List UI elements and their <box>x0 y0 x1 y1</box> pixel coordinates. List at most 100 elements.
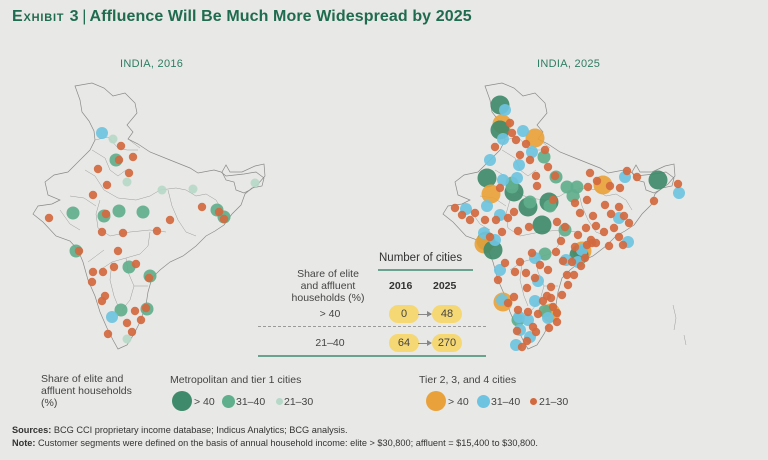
city-dot-tier-21-30 <box>609 223 619 233</box>
city-dot-tier-gt40 <box>481 184 501 204</box>
city-dot-tier-21-30 <box>614 202 624 212</box>
city-dot-tier-21-30 <box>530 273 540 283</box>
city-dot-tier-21-30 <box>97 227 107 237</box>
city-dot-tier-21-30 <box>515 257 525 267</box>
city-dot-tier-31-40 <box>106 311 118 323</box>
legend-metro-21-30-dot <box>276 398 283 405</box>
city-dot-tier-21-30 <box>141 303 151 313</box>
city-dot-tier-21-30 <box>582 195 592 205</box>
city-dot-tier-21-30 <box>600 200 610 210</box>
city-dot-tier-21-30 <box>113 246 123 256</box>
city-dot-metro-31-40 <box>66 206 80 220</box>
city-dot-tier-21-30 <box>510 267 520 277</box>
city-dot-tier-31-40 <box>517 125 529 137</box>
city-dot-tier-21-30 <box>509 292 519 302</box>
city-dot-metro-gt40 <box>477 168 497 188</box>
sources-label: Sources: <box>12 425 52 435</box>
city-dot-tier-21-30 <box>576 261 586 271</box>
city-dot-tier-21-30 <box>465 215 475 225</box>
city-dot-tier-21-30 <box>109 262 119 272</box>
arrow-icon <box>418 311 432 317</box>
city-dot-metro-21-30 <box>122 334 132 344</box>
table-header-rule <box>378 269 473 271</box>
city-dot-tier-21-30 <box>585 168 595 178</box>
city-dot-tier-31-40 <box>494 264 506 276</box>
city-dot-tier-21-30 <box>521 268 531 278</box>
city-dot-tier-21-30 <box>591 238 601 248</box>
row-label-line: Share of elite <box>297 268 359 280</box>
arrow-icon <box>418 340 432 346</box>
table-bottom-rule <box>258 355 486 357</box>
legend-tier-gt40-label: > 40 <box>448 396 469 408</box>
city-dot-metro-31-40 <box>523 195 537 209</box>
exhibit-number: Exhibit 3 <box>12 8 80 25</box>
legend-metro-gt40-label: > 40 <box>194 396 215 408</box>
city-dot-tier-21-30 <box>88 267 98 277</box>
legend-tier-gt40-dot <box>426 391 446 411</box>
city-dot-tier-21-30 <box>515 150 525 160</box>
city-dot-metro-31-40 <box>136 205 150 219</box>
city-dot-tier-21-30 <box>557 290 567 300</box>
city-dot-tier-31-40 <box>542 312 554 324</box>
city-dot-tier-21-30 <box>567 257 577 267</box>
city-dot-tier-21-30 <box>521 139 531 149</box>
city-dot-tier-21-30 <box>122 318 132 328</box>
city-dot-tier-21-30 <box>485 232 495 242</box>
city-dot-tier-21-30 <box>503 298 513 308</box>
city-dot-tier-21-30 <box>544 323 554 333</box>
value-2016-gt40: 0 <box>389 305 419 323</box>
city-dot-metro-21-30 <box>250 178 260 188</box>
city-dot-tier-21-30 <box>457 210 467 220</box>
city-dot-tier-21-30 <box>44 213 54 223</box>
city-dot-tier-21-30 <box>531 171 541 181</box>
city-dot-tier-31-40 <box>513 159 525 171</box>
row-label-line: and affluent <box>300 280 356 292</box>
city-dot-tier-21-30 <box>522 283 532 293</box>
city-dot-tier-21-30 <box>556 236 566 246</box>
city-dot-tier-21-30 <box>614 232 624 242</box>
exhibit-heading: Affluence Will Be Much More Widespread b… <box>89 8 472 25</box>
city-dot-tier-31-40 <box>522 314 534 326</box>
city-dot-tier-21-30 <box>152 226 162 236</box>
city-dot-tier-21-30 <box>503 213 513 223</box>
city-dot-tier-21-30 <box>517 342 527 352</box>
city-dot-tier-21-30 <box>531 327 541 337</box>
india-outline-2025 <box>442 82 687 350</box>
city-dot-tier-21-30 <box>624 218 634 228</box>
table-header-number-of-cities: Number of cities <box>379 252 463 264</box>
legend-metro-31-40-dot <box>222 395 235 408</box>
city-dot-tier-21-30 <box>548 195 558 205</box>
city-dot-tier-21-30 <box>570 198 580 208</box>
city-dot-tier-21-30 <box>580 253 590 263</box>
legend-title-line: (%) <box>41 397 58 409</box>
city-dot-tier-21-30 <box>101 209 111 219</box>
legend-tier-31-40-label: 31–40 <box>491 396 521 408</box>
city-dot-tier-21-30 <box>144 273 154 283</box>
row-band-gt40: > 40 <box>319 308 341 320</box>
city-dot-tier-21-30 <box>569 270 579 280</box>
legend-tier-21-30-label: 21–30 <box>539 396 569 408</box>
city-dot-tier-31-40 <box>96 127 108 139</box>
city-dot-tier-21-30 <box>93 164 103 174</box>
city-dot-tier-31-40 <box>529 295 541 307</box>
city-dot-tier-21-30 <box>495 183 505 193</box>
city-dot-metro-21-30 <box>157 185 167 195</box>
city-dot-tier-21-30 <box>588 211 598 221</box>
exhibit-title: Exhibit 3 | Affluence Will Be Much More Wi… <box>12 8 472 26</box>
legend-title-line: affluent households <box>41 385 132 397</box>
city-dot-metro-31-40 <box>505 180 519 194</box>
city-dot-tier-21-30 <box>131 259 141 269</box>
city-dot-tier-21-30 <box>136 315 146 325</box>
city-dot-tier-21-30 <box>505 118 515 128</box>
city-dot-tier-21-30 <box>74 246 84 256</box>
value-2025-21-40: 270 <box>432 334 462 352</box>
city-dot-tier-21-30 <box>533 309 543 319</box>
city-dot-tier-21-30 <box>599 227 609 237</box>
city-dot-tier-21-30 <box>525 155 535 165</box>
city-dot-tier-21-30 <box>604 241 614 251</box>
city-dot-tier-21-30 <box>523 307 533 317</box>
city-dot-tier-21-30 <box>532 181 542 191</box>
city-dot-tier-21-30 <box>573 230 583 240</box>
